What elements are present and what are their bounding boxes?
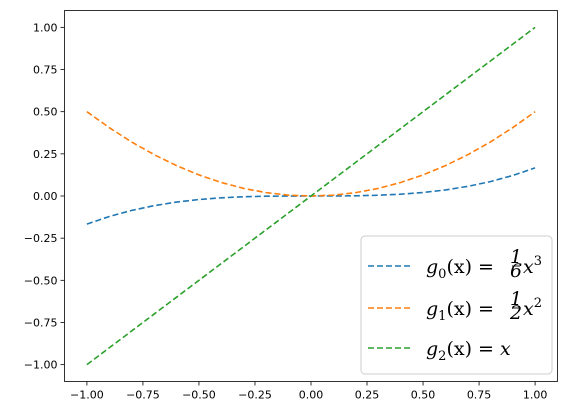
- legend-exp-g0: 3: [534, 254, 542, 269]
- legend-entry-g1: g1(x) = 1 2 x2: [368, 288, 542, 324]
- legend: g0(x) = 1 6 x3 g1(x) = 1 2 x2 g2(x) = x: [360, 235, 553, 375]
- legend-arg-g1: (x) =: [446, 298, 494, 320]
- y-tick-label: −0.75: [24, 316, 58, 329]
- x-tick-label: −0.25: [238, 389, 272, 402]
- y-tick-label: 0.75: [33, 64, 58, 77]
- y-tick-label: −1.00: [24, 359, 58, 372]
- plot-lines: [86, 26, 536, 366]
- legend-func-g1: g: [426, 298, 438, 320]
- legend-sub-g2: 2: [438, 349, 446, 364]
- x-tick-label: 0.25: [355, 389, 380, 402]
- x-tick-label: −0.50: [182, 389, 216, 402]
- legend-frac-den-g0: 6: [510, 260, 522, 282]
- legend-var-x-g0: x: [523, 256, 534, 278]
- legend-entry-g0: g0(x) = 1 6 x3: [368, 246, 542, 282]
- y-tick-label: −0.25: [24, 232, 58, 245]
- x-tick-label: 0.75: [467, 389, 492, 402]
- x-tick-label: 0.50: [411, 389, 436, 402]
- legend-exp-g1: 2: [534, 296, 542, 311]
- legend-sub-g0: 0: [438, 267, 446, 282]
- legend-frac-num-g1: 1: [510, 288, 522, 310]
- legend-frac-num-g0: 1: [510, 246, 522, 268]
- x-axis-ticks: −1.00 −0.75 −0.50 −0.25 0.00 0.25 0.50 0.75 1.00: [70, 381, 548, 402]
- legend-var-g0: x3: [523, 254, 542, 278]
- y-tick-label: 0.50: [33, 106, 58, 119]
- x-tick-label: 1.00: [523, 389, 548, 402]
- series-line-g1: [86, 111, 536, 197]
- legend-arg-g2: (x) =: [446, 338, 500, 360]
- x-tick-label: −0.75: [126, 389, 160, 402]
- y-tick-label: 0.00: [33, 190, 58, 203]
- legend-label-g1: g1(x) =: [426, 298, 494, 324]
- y-tick-label: 0.25: [33, 148, 58, 161]
- series-line-g2: [86, 26, 536, 366]
- legend-var-x-g1: x: [523, 298, 534, 320]
- legend-entry-g2: g2(x) = x: [368, 338, 511, 364]
- x-tick-label: −1.00: [70, 389, 104, 402]
- legend-var-g1: x2: [523, 296, 542, 320]
- legend-frac-den-g1: 2: [509, 302, 522, 324]
- legend-box: [360, 235, 553, 375]
- legend-var-g2: x: [500, 338, 511, 360]
- legend-label-g2: g2(x) = x: [426, 338, 511, 364]
- legend-arg-g0: (x) =: [446, 256, 494, 278]
- y-axis-ticks: 1.00 0.75 0.50 0.25 0.00 −0.25 −0.50 −0.75 −1.00: [24, 21, 65, 372]
- legend-func-g0: g: [426, 256, 438, 278]
- legend-label-g0: g0(x) =: [426, 256, 494, 282]
- x-tick-label: 0.00: [299, 389, 324, 402]
- legend-func-g2: g: [426, 338, 438, 360]
- y-tick-label: −0.50: [24, 274, 58, 287]
- legend-sub-g1: 1: [438, 309, 446, 324]
- y-tick-label: 1.00: [33, 21, 58, 34]
